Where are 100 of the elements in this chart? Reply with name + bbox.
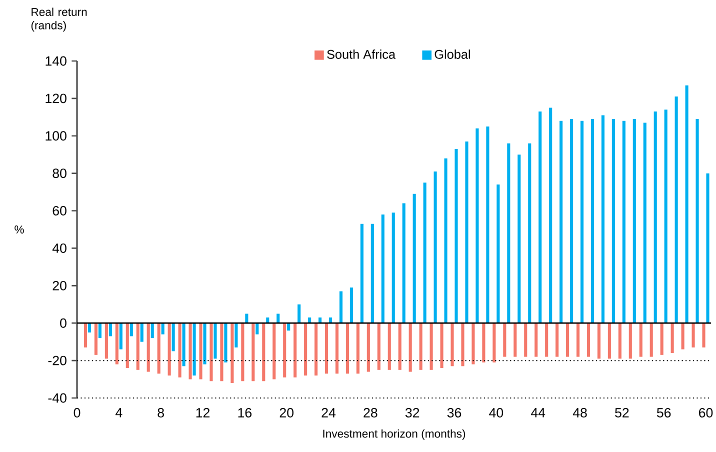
bar <box>566 323 570 357</box>
bar <box>360 224 364 324</box>
y-tick-label: 0 <box>60 318 66 328</box>
bar <box>534 323 538 357</box>
bar <box>146 323 150 372</box>
bar <box>618 323 622 359</box>
bar <box>115 323 118 364</box>
x-tick-label: 16 <box>238 408 252 418</box>
bar <box>94 323 98 355</box>
bar <box>622 120 626 324</box>
bar <box>356 323 360 374</box>
bar <box>199 323 202 380</box>
bar <box>612 119 615 324</box>
legend-label: Global <box>434 50 470 59</box>
bar <box>570 119 574 324</box>
bar <box>538 112 542 324</box>
y-tick-label: 40 <box>52 243 66 253</box>
y-tick-label: -40 <box>48 393 66 403</box>
bar <box>590 119 594 324</box>
bar <box>245 314 248 324</box>
bar <box>576 323 580 357</box>
y-tick-label: 20 <box>52 280 66 290</box>
bar <box>203 323 206 364</box>
x-tick-label: 20 <box>280 408 294 418</box>
bar <box>430 323 433 370</box>
bar <box>670 323 674 354</box>
x-tick-label: 44 <box>530 408 546 418</box>
bar <box>702 323 706 348</box>
bar <box>392 212 395 324</box>
bar <box>150 323 154 338</box>
bar <box>423 182 426 324</box>
bar <box>252 323 255 382</box>
y-tick-label: 60 <box>52 206 66 216</box>
bar <box>220 323 224 382</box>
y-tick-label: 140 <box>46 56 66 66</box>
bar <box>140 323 144 342</box>
x-tick-label: 28 <box>364 408 378 418</box>
bar <box>192 323 196 376</box>
bar <box>136 323 140 370</box>
bar <box>419 323 422 370</box>
bar <box>472 323 475 364</box>
bar <box>210 323 213 382</box>
bar <box>476 128 479 324</box>
x-tick-label: 36 <box>447 408 462 418</box>
bar <box>104 323 108 359</box>
bar <box>98 323 102 338</box>
bar <box>335 323 339 374</box>
bar <box>503 323 506 357</box>
bar <box>241 323 244 382</box>
bar <box>346 323 349 374</box>
bar <box>601 115 605 324</box>
bar <box>298 304 301 324</box>
x-tick-label: 0 <box>74 408 80 418</box>
bar <box>408 323 412 372</box>
bar <box>272 323 276 380</box>
bar <box>402 203 406 324</box>
bar <box>628 323 632 359</box>
bar <box>370 224 374 324</box>
y-tick-label: 100 <box>46 131 66 141</box>
bar <box>377 323 380 370</box>
bar <box>545 323 548 357</box>
bar <box>434 171 437 324</box>
bar <box>482 323 486 362</box>
bar <box>608 323 611 359</box>
bar <box>182 323 186 366</box>
bar <box>157 323 160 374</box>
x-tick-label: 12 <box>196 408 210 418</box>
bar <box>339 291 343 324</box>
bar <box>580 120 584 324</box>
bar <box>556 323 559 357</box>
bar <box>381 214 384 324</box>
x-tick-label: 24 <box>322 408 336 418</box>
bar <box>681 323 684 350</box>
bar <box>524 323 528 357</box>
bar <box>654 112 657 324</box>
bar <box>234 323 238 348</box>
bar <box>465 141 468 324</box>
bar <box>119 323 122 350</box>
bar <box>528 143 532 324</box>
bar <box>674 96 678 324</box>
x-tick-label: 48 <box>572 408 587 418</box>
bar <box>692 323 695 348</box>
bar <box>440 323 444 368</box>
bar <box>314 323 318 376</box>
bar <box>597 323 600 359</box>
bar <box>461 323 464 366</box>
bar <box>664 110 668 324</box>
bar <box>650 323 653 357</box>
bar <box>496 184 500 324</box>
bar <box>412 194 416 324</box>
bar <box>632 119 636 324</box>
bar <box>366 323 370 372</box>
x-tick-label: 8 <box>158 408 164 418</box>
bar <box>224 323 228 362</box>
bar <box>324 323 328 374</box>
bar <box>560 120 563 324</box>
bar <box>660 323 664 355</box>
bar <box>586 323 590 357</box>
bar <box>454 148 458 324</box>
bar <box>350 288 354 324</box>
